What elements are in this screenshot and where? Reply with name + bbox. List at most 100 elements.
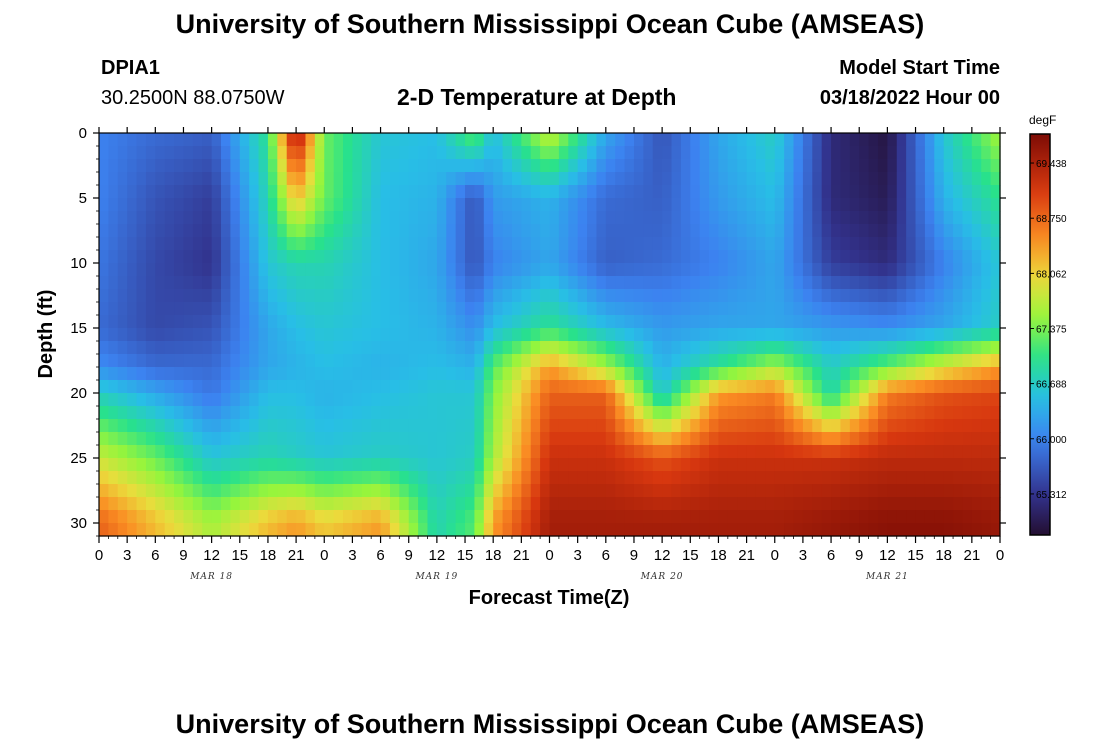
heatmap-cell xyxy=(493,211,504,225)
heatmap-cell xyxy=(474,380,485,394)
heatmap-cell xyxy=(812,263,823,277)
heatmap-cell xyxy=(352,432,363,446)
heatmap-cell xyxy=(652,146,663,160)
heatmap-cell xyxy=(399,354,410,368)
heatmap-cell xyxy=(136,419,147,433)
heatmap-cell xyxy=(408,289,419,303)
heatmap-cell xyxy=(99,328,109,342)
heatmap-cell xyxy=(802,341,813,355)
heatmap-cell xyxy=(774,263,785,277)
heatmap-cell xyxy=(896,419,907,433)
heatmap-cell xyxy=(971,406,982,420)
heatmap-cell xyxy=(615,510,626,524)
heatmap-cell xyxy=(887,315,898,329)
heatmap-cell xyxy=(136,445,147,459)
heatmap-cell xyxy=(699,341,710,355)
heatmap-cell xyxy=(699,406,710,420)
heatmap-cell xyxy=(896,367,907,381)
heatmap-cell xyxy=(859,276,870,290)
heatmap-cell xyxy=(699,497,710,511)
heatmap-cell xyxy=(446,276,457,290)
heatmap-cell xyxy=(286,185,297,199)
heatmap-cell xyxy=(981,198,992,212)
heatmap-cell xyxy=(690,445,701,459)
heatmap-cell xyxy=(333,224,344,238)
heatmap-cell xyxy=(117,198,128,212)
heatmap-cell xyxy=(436,146,447,160)
heatmap-cell xyxy=(896,406,907,420)
heatmap-cell xyxy=(802,354,813,368)
heatmap-cell xyxy=(971,393,982,407)
heatmap-cell xyxy=(249,497,260,511)
heatmap-cell xyxy=(943,484,954,498)
heatmap-cell xyxy=(577,497,588,511)
heatmap-cell xyxy=(305,367,316,381)
heatmap-cell xyxy=(840,419,851,433)
heatmap-cell xyxy=(183,263,194,277)
x-tick-label: 0 xyxy=(996,547,1004,564)
heatmap-cell xyxy=(831,315,842,329)
heatmap-cell xyxy=(615,497,626,511)
heatmap-cell xyxy=(408,159,419,173)
heatmap-cell xyxy=(211,367,222,381)
heatmap-cell xyxy=(821,445,832,459)
heatmap-cell xyxy=(408,250,419,264)
heatmap-cell xyxy=(418,289,429,303)
heatmap-cell xyxy=(145,510,156,524)
heatmap-cell xyxy=(183,328,194,342)
heatmap-cell xyxy=(793,484,804,498)
heatmap-cell xyxy=(502,510,513,524)
heatmap-cell xyxy=(831,445,842,459)
heatmap-cell xyxy=(784,328,795,342)
heatmap-cell xyxy=(812,237,823,251)
heatmap-cell xyxy=(615,185,626,199)
heatmap-cell xyxy=(380,211,391,225)
date-label: MAR 18 xyxy=(189,572,233,582)
heatmap-cell xyxy=(483,302,494,316)
heatmap-cell xyxy=(239,523,250,537)
heatmap-cell xyxy=(99,185,109,199)
heatmap-cell xyxy=(202,276,213,290)
heatmap-cell xyxy=(305,341,316,355)
x-tick-label: 21 xyxy=(513,547,530,564)
heatmap-cell xyxy=(784,445,795,459)
heatmap-cell xyxy=(605,406,616,420)
heatmap-cell xyxy=(343,510,354,524)
heatmap-cell xyxy=(221,523,231,537)
heatmap-cell xyxy=(277,159,288,173)
heatmap-cell xyxy=(849,211,860,225)
heatmap-cell xyxy=(127,471,138,485)
heatmap-cell xyxy=(633,523,644,537)
heatmap-cell xyxy=(624,133,635,147)
heatmap-cell xyxy=(474,211,485,225)
heatmap-cell xyxy=(558,341,569,355)
heatmap-cell xyxy=(596,224,607,238)
heatmap-cell xyxy=(183,224,194,238)
heatmap-cell xyxy=(145,380,156,394)
heatmap-cell xyxy=(652,302,663,316)
heatmap-cell xyxy=(652,458,663,472)
heatmap-cell xyxy=(493,354,504,368)
heatmap-cell xyxy=(859,289,870,303)
heatmap-cell xyxy=(868,432,879,446)
heatmap-cell xyxy=(643,146,654,160)
heatmap-cell xyxy=(605,419,616,433)
heatmap-cell xyxy=(868,523,879,537)
heatmap-cell xyxy=(943,302,954,316)
heatmap-cell xyxy=(145,159,156,173)
heatmap-cell xyxy=(915,185,926,199)
heatmap-cell xyxy=(502,432,513,446)
heatmap-cell xyxy=(821,224,832,238)
heatmap-cell xyxy=(117,471,128,485)
heatmap-cell xyxy=(380,133,391,147)
heatmap-cell xyxy=(333,432,344,446)
heatmap-cell xyxy=(211,523,222,537)
heatmap-cell xyxy=(633,328,644,342)
heatmap-cell xyxy=(408,484,419,498)
heatmap-cell xyxy=(239,146,250,160)
heatmap-cell xyxy=(192,289,203,303)
heatmap-cell xyxy=(380,146,391,160)
heatmap-cell xyxy=(380,198,391,212)
heatmap-cell xyxy=(896,224,907,238)
heatmap-cell xyxy=(812,159,823,173)
